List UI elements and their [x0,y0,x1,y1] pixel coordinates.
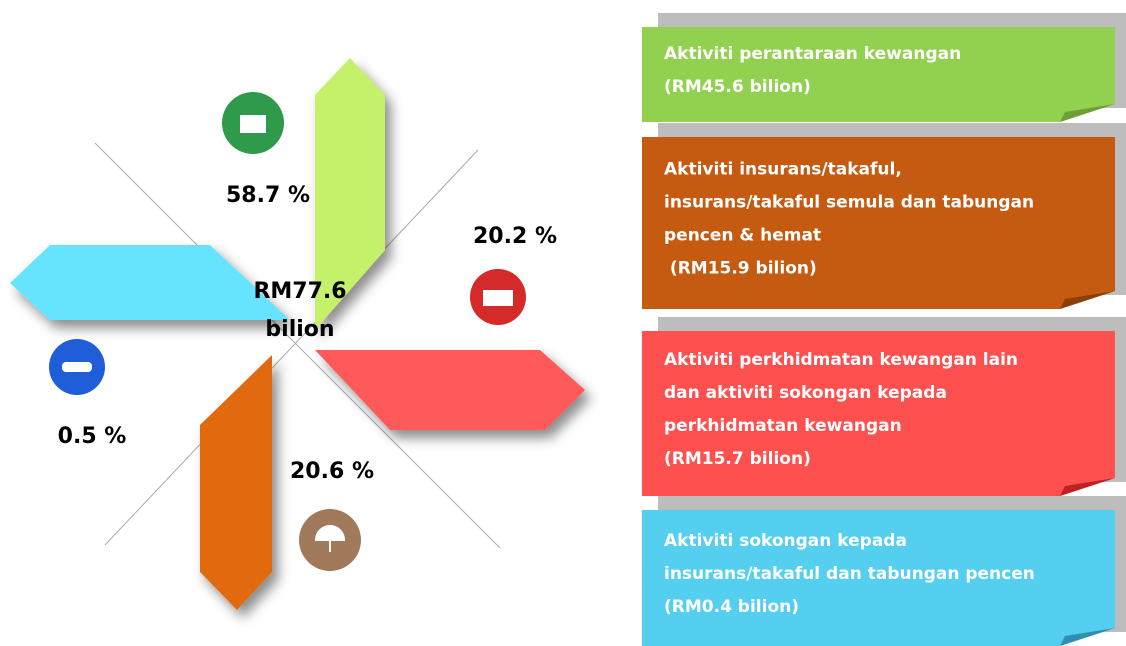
percent-label: 20.6 % [290,459,374,484]
arrow-green [315,58,385,330]
box-text: insurans/takaful semula dan tabungan [664,193,1034,213]
bank-icon-body [240,115,266,133]
box-fold [1060,628,1115,646]
box-text: pencen & hemat [664,226,821,246]
card-icon-body [483,290,513,306]
box [642,137,1115,309]
box [642,27,1115,122]
box-text: Aktiviti insurans/takaful, [664,160,902,180]
box [642,510,1115,646]
center-unit: bilion [265,317,334,342]
box-text: (RM15.7 bilion) [664,449,811,469]
umbrella-icon-body [314,525,346,552]
box-text: Aktiviti perkhidmatan kewangan lain [664,350,1018,370]
box-text: (RM45.6 bilion) [664,77,811,97]
percent-label: 20.2 % [473,224,557,249]
percent-label: 0.5 % [58,424,127,449]
center-value: RM77.6 [253,279,346,304]
arrow-red [315,350,585,430]
box-text: perkhidmatan kewangan [664,416,902,436]
box-text: dan aktiviti sokongan kepada [664,383,947,403]
divider [104,149,479,546]
box-text: (RM15.9 bilion) [664,259,817,279]
arrow-orange [200,355,272,610]
box-text: Aktiviti perantaraan kewangan [664,44,961,64]
percent-label: 58.7 % [226,183,310,208]
box-fold [1060,104,1115,122]
divider [94,142,501,549]
arrow-cyan [10,245,290,320]
box-text: insurans/takaful dan tabungan pencen [664,564,1035,584]
box-text: (RM0.4 bilion) [664,597,799,617]
box-fold [1060,291,1115,309]
box-text: Aktiviti sokongan kepada [664,531,907,551]
box [642,331,1115,496]
box-fold [1060,478,1115,496]
car-icon-body [62,362,92,372]
